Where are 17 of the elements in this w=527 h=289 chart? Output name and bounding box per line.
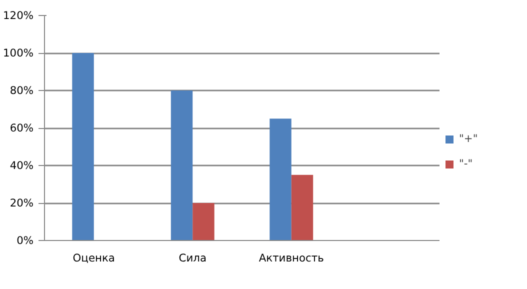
bar (291, 174, 314, 240)
x-tick-label: Сила (178, 252, 206, 264)
bar (192, 203, 214, 240)
bar (270, 118, 292, 240)
y-tick-label: 0% (16, 234, 34, 247)
y-tick-label: 80% (10, 84, 34, 97)
legend-label: "-" (459, 157, 474, 170)
legend-label: "+" (459, 132, 479, 145)
y-tick-label: 100% (3, 46, 34, 60)
bar (170, 90, 193, 240)
bar (72, 53, 94, 240)
y-tick-label: 40% (10, 159, 34, 172)
y-tick-label: 120% (3, 9, 34, 22)
y-tick-label: 20% (10, 196, 34, 210)
y-tick-label: 60% (10, 122, 34, 134)
x-tick-label: Оценка (72, 252, 115, 264)
x-tick-label: Активность (258, 252, 324, 264)
